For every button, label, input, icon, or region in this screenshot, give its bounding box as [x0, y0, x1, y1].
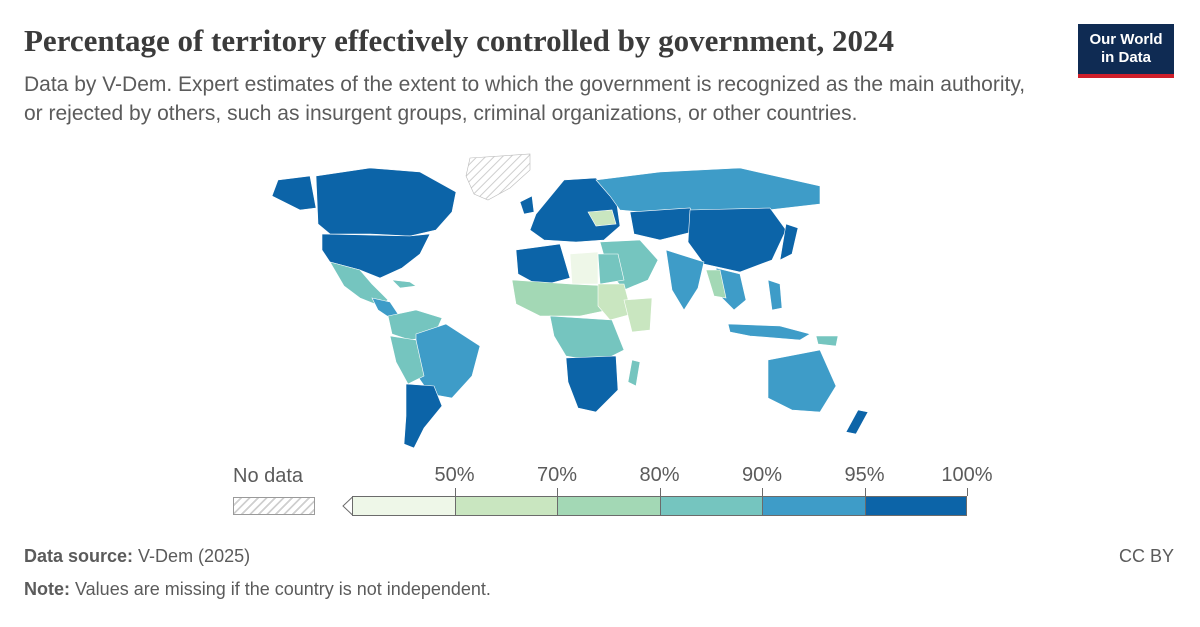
note-label: Note:: [24, 579, 70, 599]
indonesia[interactable]: [727, 323, 811, 341]
india[interactable]: [665, 249, 705, 311]
legend-tick-mark: [659, 488, 661, 496]
egypt[interactable]: [597, 253, 625, 285]
logo-line-1: Our World: [1089, 31, 1163, 48]
sudan[interactable]: [597, 283, 633, 321]
new-zealand[interactable]: [845, 409, 869, 435]
no-data-swatch[interactable]: [233, 497, 315, 515]
legend-tick-mark: [762, 488, 763, 496]
japan[interactable]: [779, 223, 799, 261]
legend-tick-mark: [967, 488, 968, 496]
ukraine[interactable]: [587, 209, 617, 227]
legend-tick-label: 70%: [536, 464, 578, 486]
uk[interactable]: [519, 195, 535, 215]
legend-tick-label: 95%: [844, 464, 885, 486]
world-map[interactable]: [220, 150, 980, 450]
horn-of-africa[interactable]: [623, 297, 653, 333]
china[interactable]: [687, 207, 787, 273]
legend-bin[interactable]: [762, 496, 865, 516]
data-source: Data source: V-Dem (2025): [24, 546, 250, 567]
chart-title: Percentage of territory effectively cont…: [24, 23, 894, 58]
source-label: Data source:: [24, 546, 134, 566]
legend-tick-label: 50%: [434, 464, 475, 486]
alaska[interactable]: [271, 175, 317, 211]
legend-bin[interactable]: [659, 496, 762, 516]
canada[interactable]: [315, 167, 457, 237]
sahel[interactable]: [511, 279, 619, 317]
license[interactable]: CC BY: [1118, 546, 1174, 566]
argentina-chile[interactable]: [403, 383, 443, 449]
legend-tick-mark: [864, 488, 866, 496]
central-africa[interactable]: [549, 315, 625, 363]
no-data-label: No data: [233, 465, 304, 487]
myanmar[interactable]: [705, 269, 727, 299]
libya[interactable]: [569, 251, 599, 285]
legend-tick-label: 90%: [741, 464, 783, 486]
madagascar[interactable]: [627, 359, 641, 387]
legend-tick-label: 100%: [941, 464, 993, 486]
note: Note: Values are missing if the country …: [24, 579, 491, 600]
greenland[interactable]: [465, 153, 531, 201]
legend-bin[interactable]: [352, 496, 455, 516]
algeria-morocco[interactable]: [515, 243, 571, 287]
australia[interactable]: [767, 349, 837, 413]
owid-logo[interactable]: Our World in Data: [1078, 24, 1174, 78]
source-value[interactable]: V-Dem (2025): [133, 546, 251, 566]
peru-bolivia[interactable]: [389, 335, 425, 385]
legend-tick-mark: [557, 488, 558, 496]
legend-tick-mark: [454, 488, 456, 496]
legend-bin[interactable]: [454, 496, 557, 516]
papua-new-guinea[interactable]: [815, 335, 839, 347]
legend-bin[interactable]: [864, 496, 967, 516]
legend-bin[interactable]: [557, 496, 660, 516]
southern-africa[interactable]: [565, 355, 619, 413]
map-legend: No data 50% 70% 80% 90% 95% 100%: [225, 460, 993, 530]
russia[interactable]: [595, 167, 821, 215]
chart-subtitle: Data by V-Dem. Expert estimates of the e…: [24, 73, 1026, 125]
philippines[interactable]: [767, 279, 783, 311]
caribbean[interactable]: [391, 279, 417, 289]
central-asia[interactable]: [629, 207, 701, 241]
legend-tick-label: 80%: [639, 464, 680, 486]
color-scale: [352, 496, 967, 516]
note-value: Values are missing if the country is not…: [70, 579, 491, 599]
logo-line-2: in Data: [1100, 49, 1151, 66]
